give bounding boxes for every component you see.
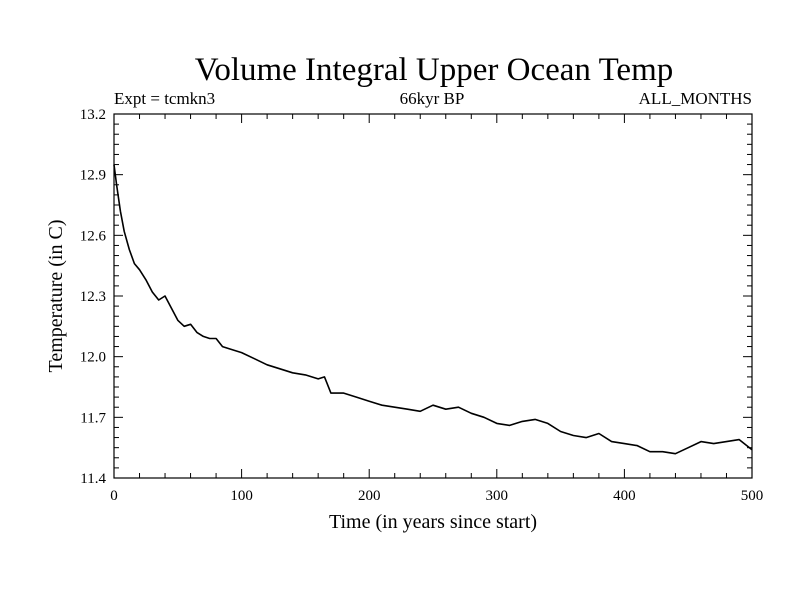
x-axis: 0 100 200 300 400 500 xyxy=(110,114,763,504)
months-label: ALL_MONTHS xyxy=(639,89,752,108)
period-label: 66kyr BP xyxy=(400,89,465,108)
x-axis-label: Time (in years since start) xyxy=(329,511,537,533)
y-tick-label: 12.9 xyxy=(80,168,106,184)
y-tick-label: 12.0 xyxy=(80,350,106,366)
x-tick-label: 500 xyxy=(741,488,764,504)
x-tick-label: 200 xyxy=(358,488,381,504)
y-tick-label: 11.4 xyxy=(80,471,106,487)
x-tick-label: 400 xyxy=(613,488,636,504)
y-tick-label: 12.3 xyxy=(80,289,106,305)
x-tick-label: 300 xyxy=(486,488,509,504)
y-axis-minor-ticks xyxy=(114,123,752,469)
y-axis: 11.4 11.7 12.0 12.3 12.6 12.9 13.2 xyxy=(80,107,752,487)
plot-frame xyxy=(113,113,753,479)
x-tick-label: 0 xyxy=(110,488,118,504)
x-axis-minor-ticks xyxy=(139,114,727,478)
chart-title: Volume Integral Upper Ocean Temp xyxy=(195,52,673,88)
y-tick-label: 11.7 xyxy=(80,410,106,426)
y-tick-label: 12.6 xyxy=(80,228,107,244)
experiment-label: Expt = tcmkn3 xyxy=(114,89,215,108)
x-tick-label: 100 xyxy=(230,488,253,504)
y-tick-label: 13.2 xyxy=(80,107,106,123)
temperature-series-line xyxy=(113,164,753,455)
y-axis-label: Temperature (in C) xyxy=(45,220,67,373)
